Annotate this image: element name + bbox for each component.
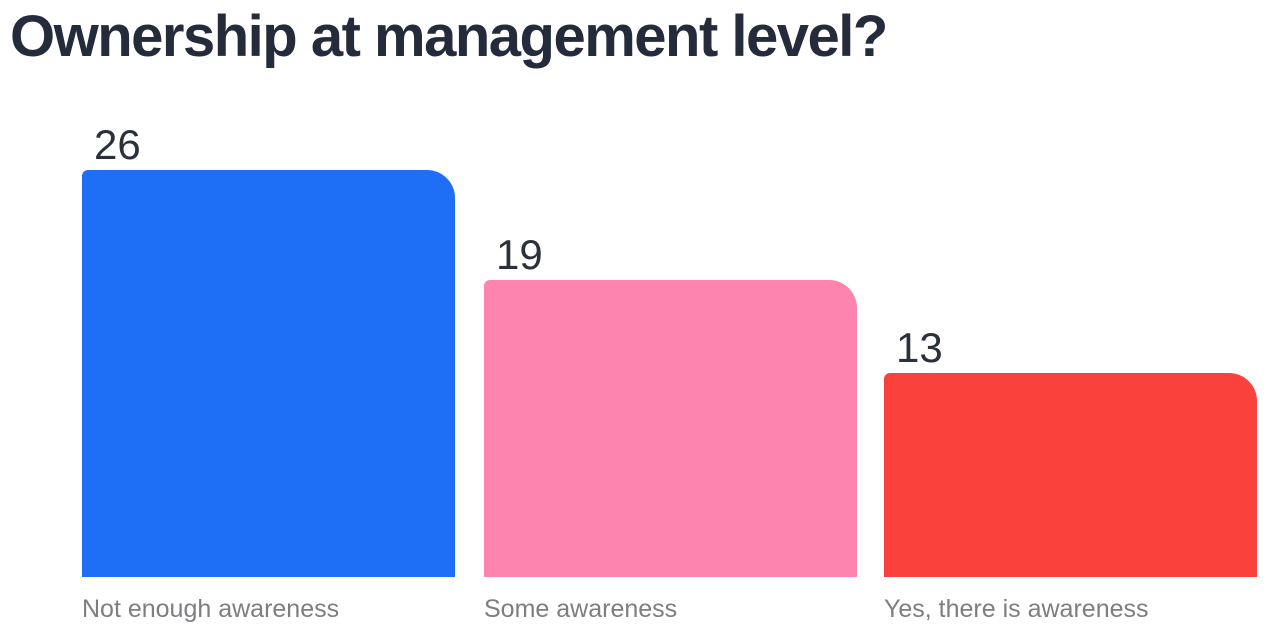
- bar-category-label: Some awareness: [484, 595, 678, 623]
- chart-title: Ownership at management level?: [10, 4, 888, 69]
- bar-rect-some-awareness: [484, 280, 857, 577]
- bar-value-label: 19: [496, 231, 543, 278]
- bar-rect-not-enough-awareness: [82, 170, 455, 577]
- bar-value-label: 13: [896, 324, 943, 371]
- bar-value-label: 26: [94, 121, 141, 168]
- bar-rect-yes-there-is-awareness: [884, 373, 1257, 577]
- bar-category-label: Not enough awareness: [82, 595, 340, 623]
- bar-category-label: Yes, there is awareness: [884, 595, 1149, 623]
